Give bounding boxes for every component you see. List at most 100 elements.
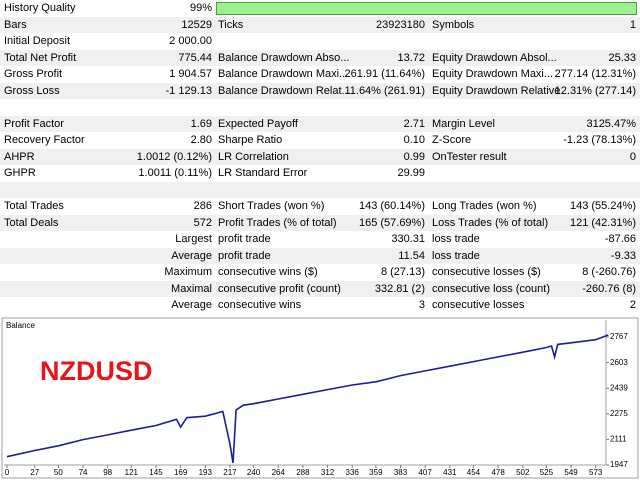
cell-label: GHPR [4,167,36,179]
x-tick-label: 169 [174,468,188,477]
cell-label: Balance Drawdown Relat... [218,84,351,97]
cell-label: Balance Drawdown Maxi... [218,68,349,80]
cell-value: 2 [629,299,636,311]
cell-value: 99% [189,2,212,14]
cell-label: Total Deals [4,216,59,229]
cell-value: 11.54 [398,249,425,262]
symbol-label: NZDUSD [40,356,153,386]
cell-value: 332.81 (2) [374,282,425,295]
cell-value: Largest [175,233,212,245]
cell-value: 330.31 [391,233,425,245]
table-row: Average consecutive wins 3 consecutive loss… [0,297,640,314]
cell-label: Total Net Profit [4,51,77,64]
cell-label: Bars [4,18,27,31]
x-tick-label: 121 [125,468,139,477]
cell-label: Short Trades (won %) [218,200,325,212]
x-tick-label: 573 [589,468,603,477]
x-tick-label: 336 [346,468,360,477]
cell-label: Ticks [218,18,244,31]
x-tick-label: 312 [321,468,335,477]
cell-value: -260.76 (8) [582,282,636,295]
cell-value: 0.10 [403,134,425,146]
cell-value: 3125.47% [586,117,636,130]
y-tick-label: 1947 [610,460,628,469]
cell-label: History Quality [4,2,76,14]
cell-value: -87.66 [604,233,636,245]
cell-label: OnTester result [432,150,507,163]
y-tick-label: 2111 [610,435,627,444]
cell-label: Equity Drawdown Maxi... [432,68,554,80]
x-tick-label: 383 [394,468,408,477]
cell-value: 261.91 (11.64%) [344,68,425,80]
cell-label: Symbols [432,18,475,31]
cell-value: 12.31% (277.14) [554,84,636,97]
cell-value: 572 [193,216,212,229]
cell-value: 29.99 [397,167,425,179]
cell-value: 143 (55.24%) [569,200,636,212]
cell-value: 775.44 [178,51,212,64]
cell-value: 11.64% (261.91) [344,84,425,97]
x-tick-label: 145 [149,468,163,477]
table-row [0,99,640,116]
cell-value: -1.23 (78.13%) [563,134,636,146]
cell-label: LR Standard Error [218,167,308,179]
cell-label: Profit Trades (% of total) [218,216,337,229]
x-tick-label: 502 [516,468,530,477]
cell-label: Recovery Factor [4,134,85,146]
cell-label: Sharpe Ratio [218,134,283,146]
cell-label: Initial Deposit [4,35,71,47]
x-tick-label: 98 [103,468,112,477]
x-tick-label: 288 [296,468,310,477]
table-row: Profit Factor 1.69 Expected Payoff 2.71 Marg… [0,115,640,132]
x-tick-label: 454 [467,468,481,477]
x-tick-label: 431 [443,468,457,477]
x-tick-label: 359 [369,468,383,477]
cell-value: 23923180 [376,18,425,31]
table-row: Largest profit trade 330.31 loss trade -87.6… [0,231,640,248]
table-row: Initial Deposit 2 000.00 [0,33,640,50]
cell-label: AHPR [4,150,35,163]
table-row: History Quality 99% [0,0,640,17]
table-row: Gross Profit 1 904.57 Balance Drawdown Max… [0,66,640,83]
y-tick-label: 2275 [610,409,628,418]
cell-label: Loss Trades (% of total) [432,216,549,229]
table-row: Bars 12529 Ticks 23923180 Symbols 1 [0,16,640,33]
cell-value: 165 (57.69%) [358,216,425,229]
x-tick-label: 264 [272,468,286,477]
cell-label: Long Trades (won %) [432,200,537,212]
cell-label: Gross Loss [4,84,60,97]
cell-value: -9.33 [610,249,636,262]
x-tick-label: 407 [418,468,432,477]
table-row: Recovery Factor 2.80 Sharpe Ratio 0.10 Z-Sco… [0,132,640,149]
cell-value: 8 (27.13) [380,266,425,278]
x-tick-label: 525 [540,468,554,477]
cell-value: 277.14 (12.31%) [554,68,636,80]
cell-value: 2.71 [403,117,425,130]
cell-label: consecutive profit (count) [218,282,341,295]
cell-value: -1 129.13 [165,84,212,97]
cell-value: 3 [418,299,425,311]
table-row: Total Trades 286 Short Trades (won %) 143 (… [0,198,640,215]
cell-value: 0 [629,150,636,163]
cell-value: 121 (42.31%) [569,216,636,229]
table-row: Total Deals 572 Profit Trades (% of total)… [0,214,640,231]
cell-label: Margin Level [432,117,495,130]
cell-label: LR Correlation [218,150,289,163]
y-tick-label: 2767 [610,332,628,341]
cell-value: 8 (-260.76) [582,266,636,278]
x-tick-label: 240 [247,468,261,477]
table-row: AHPR 1.0012 (0.12%) LR Correlation 0.99 OnTe… [0,148,640,165]
cell-value: 1 [629,18,636,31]
balance-line [6,334,609,464]
cell-label: Profit Factor [4,117,64,130]
cell-label: Expected Payoff [218,117,298,130]
cell-value: 1.0012 (0.12%) [136,150,212,163]
report-table: History Quality 99% Bars 12529 Ticks 23923180… [0,0,640,314]
quality-bar [216,2,637,15]
cell-label: Balance Drawdown Abso... [218,51,350,64]
x-tick-label: 74 [79,468,88,477]
cell-value: 0.99 [403,150,425,163]
cell-label: Gross Profit [4,68,63,80]
x-tick-label: 50 [54,468,63,477]
chart-frame [1,317,639,479]
